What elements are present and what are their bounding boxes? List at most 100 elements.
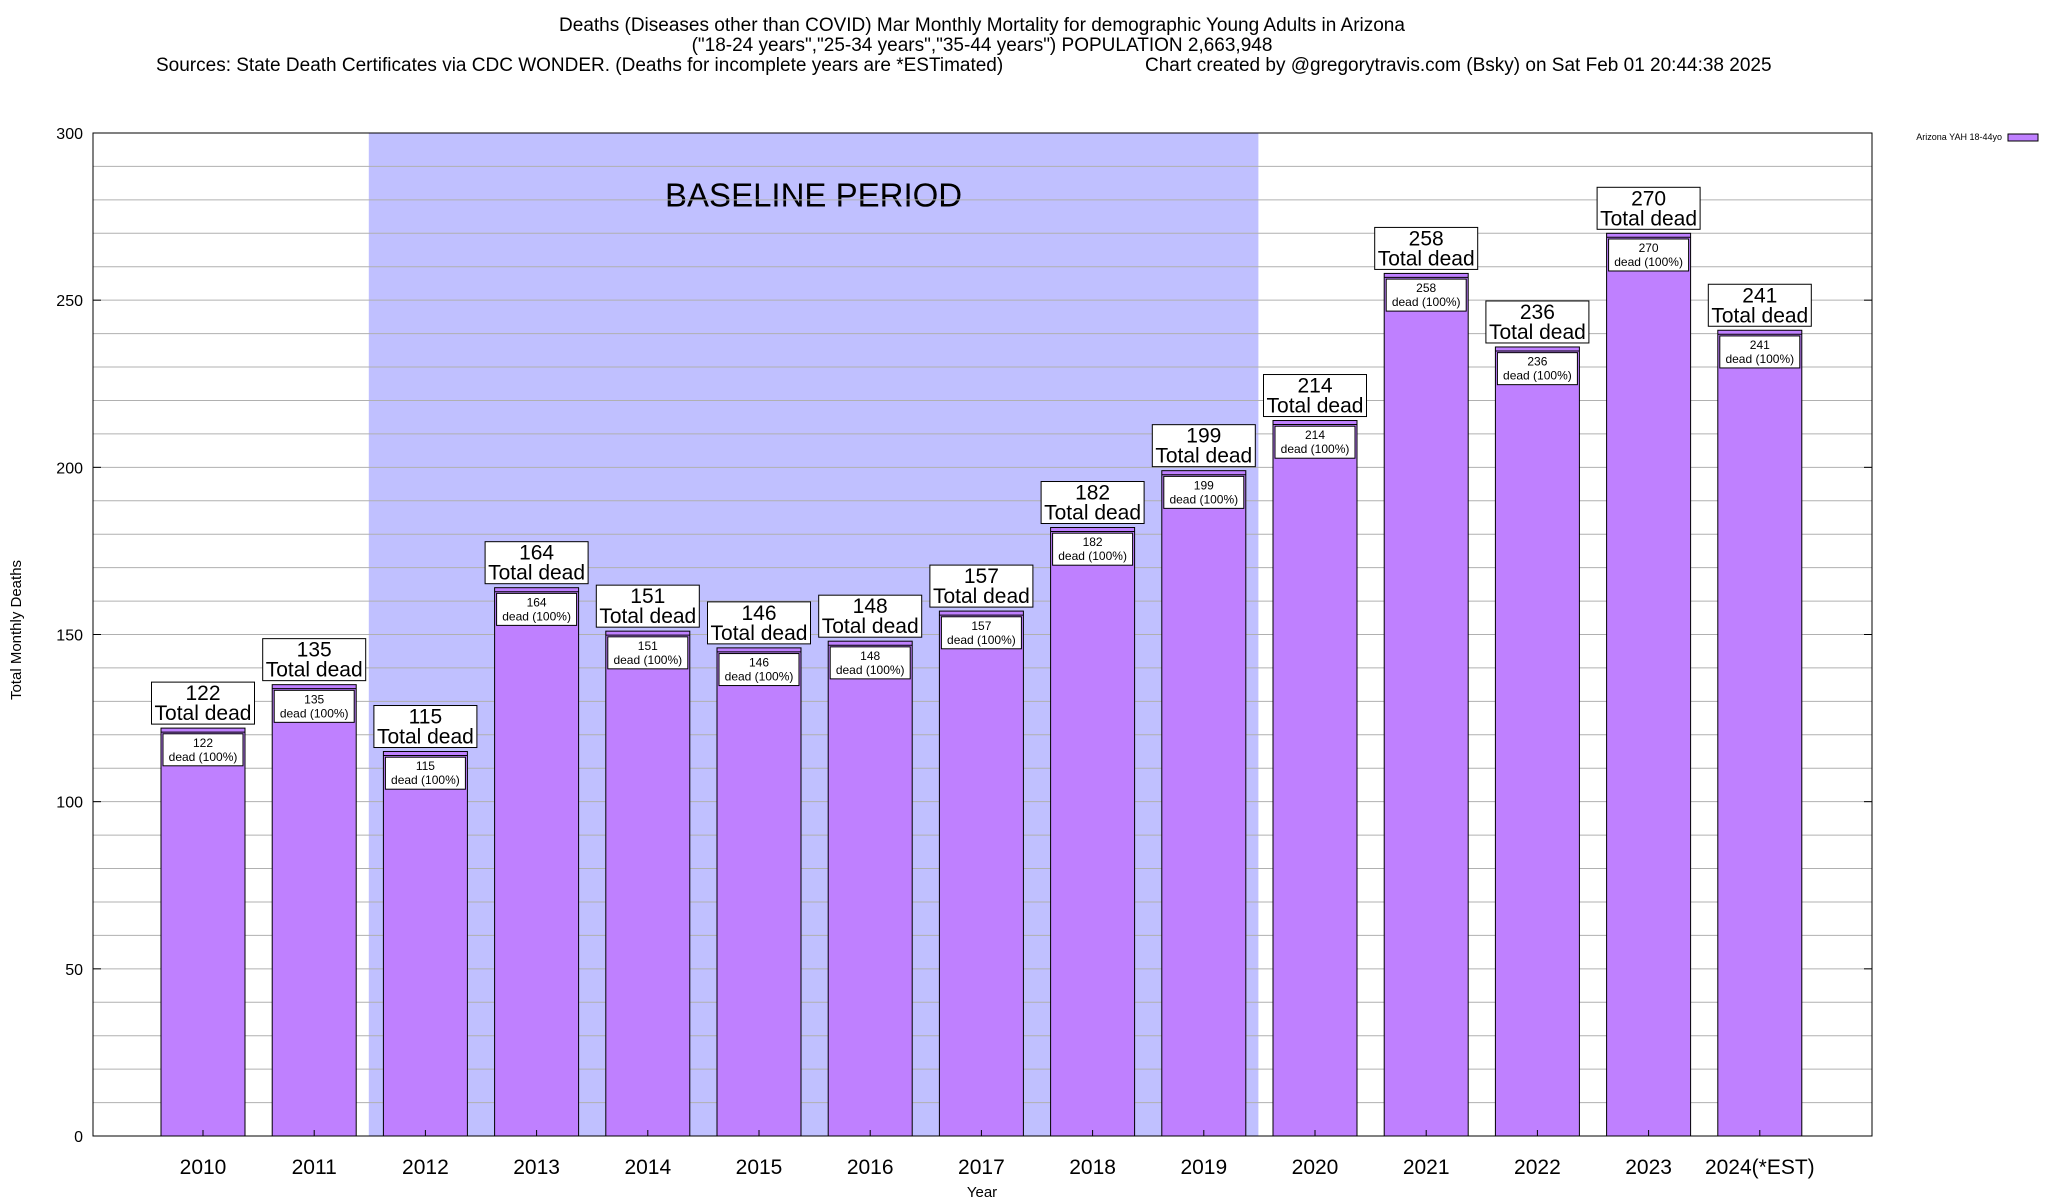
top-value-label: 115 (409, 706, 442, 729)
inner-value-label: 236 (1527, 355, 1547, 369)
top-total-label: Total dead (488, 562, 585, 585)
top-total-label: Total dead (1044, 502, 1141, 525)
inner-label-box (1608, 238, 1690, 272)
bar (1050, 527, 1136, 1137)
y-tick-label: 50 (65, 962, 83, 979)
top-value-label: 182 (1075, 482, 1110, 505)
inner-label-box (1163, 475, 1245, 509)
top-value-label: 199 (1186, 425, 1221, 448)
inner-pct-label: dead (100%) (1503, 369, 1572, 383)
top-label-box (262, 638, 367, 682)
inner-value-label: 258 (1416, 281, 1436, 295)
top-label-box (484, 541, 589, 585)
inner-value-label: 148 (860, 649, 880, 663)
bar (1606, 232, 1692, 1137)
top-label-box (1707, 283, 1812, 327)
x-tick-label: 2015 (736, 1156, 783, 1179)
top-value-label: 258 (1409, 227, 1444, 250)
top-value-label: 236 (1520, 301, 1555, 324)
bar (1717, 329, 1803, 1137)
bar (160, 727, 246, 1137)
inner-pct-label: dead (100%) (169, 750, 238, 764)
top-total-label: Total dead (1378, 247, 1475, 270)
chart-title: Deaths (Diseases other than COVID) Mar M… (156, 15, 1772, 76)
x-tick-label: 2016 (847, 1156, 894, 1179)
top-total-label: Total dead (1711, 304, 1808, 327)
top-total-label: Total dead (599, 605, 696, 628)
inner-pct-label: dead (100%) (1169, 492, 1238, 506)
x-tick-label: 2017 (958, 1156, 1005, 1179)
title-line-1: Deaths (Diseases other than COVID) Mar M… (559, 15, 1405, 36)
inner-label-box (162, 733, 244, 767)
inner-value-label: 214 (1305, 428, 1325, 442)
y-axis-title: Total Monthly Deaths (8, 560, 25, 700)
x-tick-label: 2021 (1403, 1156, 1450, 1179)
legend-label: Arizona YAH 18-44yo (1916, 132, 2002, 142)
top-label-box (929, 564, 1034, 608)
bar (494, 587, 580, 1137)
inner-pct-label: dead (100%) (1614, 255, 1683, 269)
inner-pct-label: dead (100%) (1392, 295, 1461, 309)
top-label-box (373, 705, 478, 749)
top-label-box (1596, 186, 1701, 230)
top-label-box (1040, 481, 1145, 525)
top-label-box (1485, 300, 1590, 344)
top-value-label: 241 (1742, 284, 1777, 307)
top-value-label: 151 (630, 585, 665, 608)
bar (382, 751, 468, 1137)
legend-swatch (2007, 133, 2039, 142)
bar (1494, 346, 1580, 1137)
inner-value-label: 241 (1750, 338, 1770, 352)
inner-label-box (718, 653, 800, 687)
top-total-label: Total dead (1267, 395, 1364, 418)
inner-label-box (1496, 352, 1578, 386)
top-value-label: 164 (519, 542, 554, 565)
x-tick-label: 2018 (1069, 1156, 1116, 1179)
top-label-box (595, 584, 700, 628)
top-value-label: 135 (297, 639, 332, 662)
x-tick-label: 2023 (1625, 1156, 1672, 1179)
title-line-3: Sources: State Death Certificates via CD… (156, 55, 1003, 76)
top-total-label: Total dead (266, 659, 363, 682)
x-tick-label: 2024(*EST) (1705, 1156, 1815, 1179)
inner-pct-label: dead (100%) (502, 609, 571, 623)
top-total-label: Total dead (822, 615, 919, 638)
inner-value-label: 182 (1083, 535, 1103, 549)
inner-value-label: 146 (749, 656, 769, 670)
x-tick-label: 2014 (624, 1156, 671, 1179)
bar (605, 630, 691, 1137)
inner-pct-label: dead (100%) (1058, 549, 1127, 563)
inner-label-box (273, 689, 355, 723)
bar (1272, 420, 1358, 1137)
inner-label-box (1385, 278, 1467, 312)
top-value-label: 157 (964, 565, 999, 588)
top-label-box (1263, 374, 1367, 418)
x-tick-label: 2019 (1180, 1156, 1227, 1179)
inner-value-label: 270 (1639, 241, 1659, 255)
inner-pct-label: dead (100%) (613, 653, 682, 667)
top-total-label: Total dead (933, 585, 1030, 608)
x-tick-label: 2012 (402, 1156, 449, 1179)
inner-pct-label: dead (100%) (280, 706, 349, 720)
y-tick-label: 100 (56, 795, 83, 812)
inner-value-label: 157 (971, 619, 991, 633)
y-tick-label: 200 (56, 460, 83, 477)
inner-value-label: 151 (638, 639, 658, 653)
inner-pct-label: dead (100%) (1725, 352, 1794, 366)
top-value-label: 270 (1631, 187, 1666, 210)
inner-pct-label: dead (100%) (725, 670, 794, 684)
top-total-label: Total dead (1155, 445, 1252, 468)
top-label-box (1151, 424, 1256, 468)
top-label-box (151, 681, 255, 725)
x-tick-label: 2020 (1292, 1156, 1339, 1179)
top-total-label: Total dead (1489, 321, 1586, 344)
bar (716, 647, 802, 1137)
y-tick-label: 300 (56, 126, 83, 143)
inner-label-box (607, 636, 689, 670)
inner-pct-label: dead (100%) (947, 633, 1016, 647)
inner-pct-label: dead (100%) (391, 773, 460, 787)
inner-label-box (1719, 335, 1801, 369)
inner-label-box (940, 616, 1022, 650)
top-label-box (707, 601, 811, 645)
